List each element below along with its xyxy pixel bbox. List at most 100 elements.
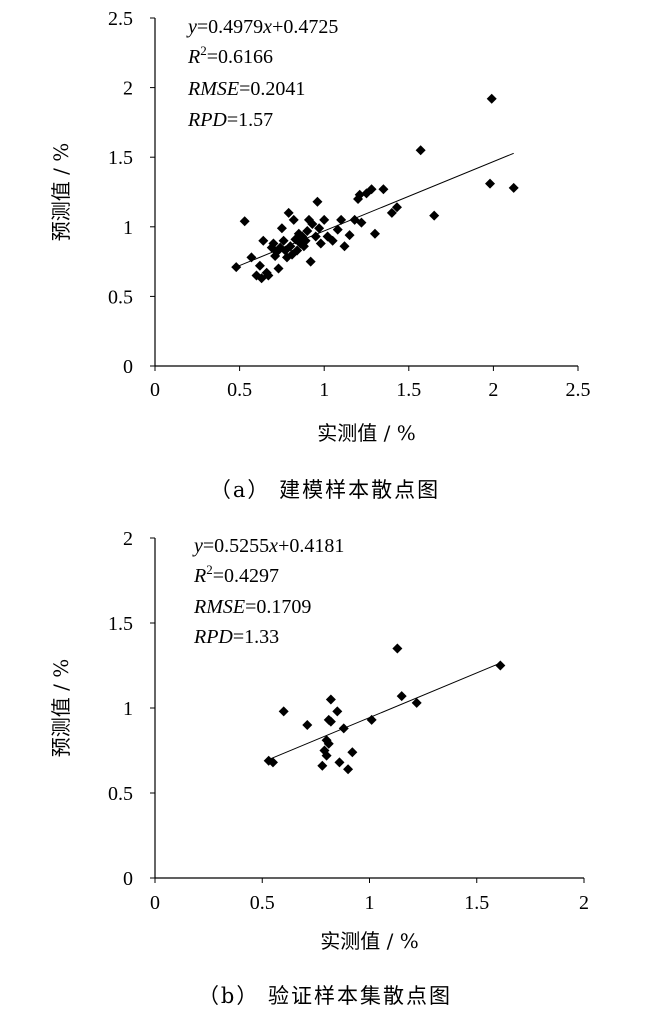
stat-annotation: RMSE=0.1709 <box>193 596 311 618</box>
data-point <box>508 182 519 193</box>
y-axis-title: 预测值 / % <box>49 659 73 757</box>
data-point <box>356 217 367 228</box>
data-point <box>344 230 355 241</box>
stat-value: =1.33 <box>233 626 279 648</box>
data-point <box>336 214 347 225</box>
x-tick-label: 2 <box>579 892 589 914</box>
x-tick-label: 1.5 <box>464 892 489 914</box>
data-point <box>366 714 377 725</box>
y-tick-label: 0 <box>123 356 133 378</box>
x-tick-label: 0 <box>150 379 160 401</box>
y-axis-title: 预测值 / % <box>49 143 73 241</box>
stat-variable: RMSE <box>193 596 245 618</box>
stat-annotation: R2=0.6166 <box>187 43 273 68</box>
data-point <box>302 720 313 730</box>
data-point <box>319 214 330 225</box>
data-point <box>281 252 292 263</box>
y-tick-label: 0 <box>123 868 133 890</box>
stat-value: =0.4297 <box>213 565 279 587</box>
stat-annotation: y=0.5255x+0.4181 <box>192 535 344 557</box>
data-point <box>415 145 426 156</box>
data-point <box>283 207 294 218</box>
data-point <box>369 228 380 239</box>
figure-caption: （b） 验证样本集散点图 <box>198 984 452 1008</box>
data-point <box>314 223 325 234</box>
stat-value: =0.1709 <box>245 596 311 618</box>
stat-annotation: y=0.4979x+0.4725 <box>186 16 338 38</box>
data-point <box>411 697 422 708</box>
stat-variable: y <box>186 16 197 38</box>
y-tick-label: 1.5 <box>108 613 133 635</box>
data-point <box>495 660 506 671</box>
x-tick-label: 1 <box>319 379 329 401</box>
data-point <box>354 189 365 200</box>
x-tick-label: 0 <box>150 892 160 914</box>
y-tick-label: 2.5 <box>108 8 133 30</box>
data-point <box>366 184 377 195</box>
data-point <box>323 738 334 749</box>
x-tick-label: 0.5 <box>227 379 252 401</box>
stat-annotation: RPD=1.33 <box>193 626 279 648</box>
data-point <box>321 750 332 761</box>
figure-caption: （a） 建模样本散点图 <box>210 478 440 502</box>
data-point <box>305 256 316 267</box>
data-point <box>325 716 336 727</box>
data-point <box>270 251 281 262</box>
data-point <box>285 241 296 252</box>
x-tick-label: 1 <box>365 892 375 914</box>
data-point <box>325 694 336 705</box>
stat-value: =1.57 <box>227 109 273 131</box>
x-axis-title: 实测值 / % <box>317 421 415 445</box>
data-point <box>391 202 402 213</box>
chart-b-validation-samples: 0 0.5 1 1.5 2 0 0.5 1 1.5 2 实测值 / % 预测值 / % y=0.5255… <box>49 528 589 1008</box>
stat-variable: RPD <box>193 626 233 648</box>
stat-variable: y <box>192 535 203 557</box>
y-tick-label: 2 <box>123 78 133 100</box>
y-tick-label: 2 <box>123 528 133 550</box>
y-tick-label: 1 <box>123 217 133 239</box>
data-point <box>347 747 358 758</box>
data-point <box>332 706 343 717</box>
data-point <box>386 207 397 218</box>
stat-annotation: R2=0.4297 <box>193 562 279 587</box>
data-point <box>315 238 326 249</box>
data-point <box>310 231 321 242</box>
stat-value: +0.4725 <box>272 16 338 38</box>
stat-superscript: 2 <box>206 562 213 577</box>
x-tick-label: 2 <box>488 379 498 401</box>
data-point <box>292 245 303 256</box>
stat-value: =0.6166 <box>207 46 273 68</box>
x-tick-label: 2.5 <box>566 379 591 401</box>
data-point <box>239 216 250 227</box>
x-tick-label: 1.5 <box>396 379 421 401</box>
data-point <box>288 214 299 225</box>
stat-value: =0.4979 <box>197 16 263 38</box>
y-tick-label: 1 <box>123 698 133 720</box>
data-point <box>317 760 328 771</box>
data-point <box>268 238 279 249</box>
data-point <box>307 219 318 230</box>
stat-variable: R <box>187 46 200 68</box>
data-point <box>278 706 289 717</box>
stat-variable: x <box>262 16 272 38</box>
data-point <box>485 178 496 189</box>
stat-variable: RPD <box>187 109 227 131</box>
stat-value: =0.5255 <box>203 535 269 557</box>
data-point <box>332 224 343 235</box>
data-point <box>396 691 407 702</box>
stat-superscript: 2 <box>200 43 207 58</box>
data-point <box>429 210 440 221</box>
data-point <box>263 270 274 281</box>
regression-line <box>268 662 501 761</box>
data-point <box>258 235 269 246</box>
x-tick-label: 0.5 <box>250 892 275 914</box>
y-tick-label: 0.5 <box>108 783 133 805</box>
data-point <box>278 235 289 246</box>
data-point <box>338 723 349 734</box>
data-point <box>312 196 323 207</box>
data-point <box>231 262 242 273</box>
data-point <box>378 184 389 195</box>
data-point <box>392 643 403 654</box>
stat-value: +0.4181 <box>278 535 344 557</box>
